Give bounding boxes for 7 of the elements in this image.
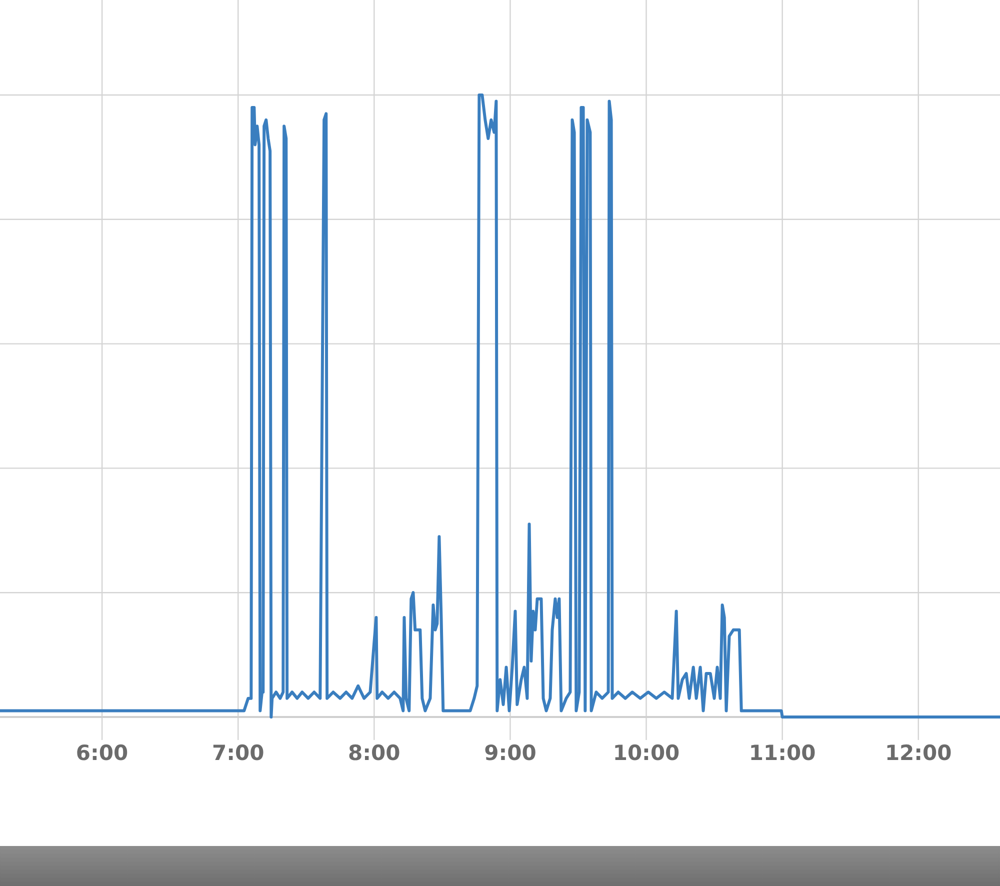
x-tick-label: 6:00 [76,741,128,765]
x-tick-label: 9:00 [484,741,536,765]
x-tick-label: 7:00 [212,741,264,765]
x-tick-label: 11:00 [748,741,816,765]
x-tick-label: 12:00 [884,741,952,765]
x-tick-label: 8:00 [348,741,400,765]
x-tick-label: 10:00 [612,741,680,765]
